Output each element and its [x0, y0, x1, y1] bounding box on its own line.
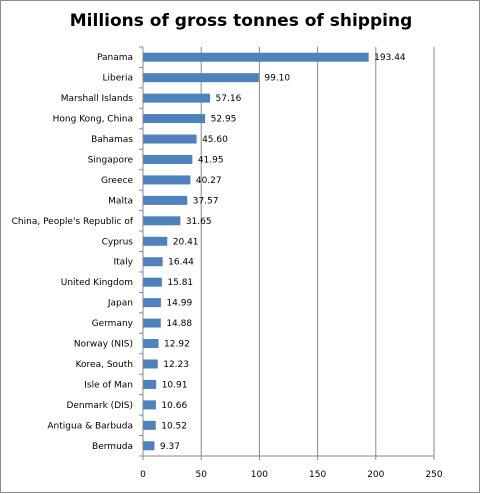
- category-label: China, People's Republic of: [12, 217, 134, 227]
- bars: [143, 52, 369, 451]
- category-label: Greece: [101, 176, 133, 186]
- category-label: Marshall Islands: [61, 94, 134, 104]
- bar: [143, 400, 156, 410]
- bar: [143, 277, 162, 287]
- category-label: Bermuda: [92, 442, 133, 452]
- x-tick-label: 50: [195, 470, 207, 480]
- bar: [143, 216, 181, 226]
- bar: [143, 441, 155, 451]
- category-label: Korea, South: [76, 360, 133, 370]
- x-tick-label: 100: [251, 470, 268, 480]
- value-label: 9.37: [160, 442, 180, 452]
- value-label: 14.88: [166, 319, 192, 329]
- gridlines: [200, 47, 435, 456]
- bar: [143, 73, 259, 83]
- value-label: 10.91: [162, 380, 188, 390]
- value-label: 41.95: [198, 155, 224, 165]
- bar: [143, 339, 159, 349]
- value-label: 10.66: [161, 401, 187, 411]
- value-label: 99.10: [264, 74, 290, 84]
- bar: [143, 195, 188, 205]
- labels: 0 50 100 150 200 250 Panama 193.44 Liberia 99.10 M…: [12, 53, 443, 480]
- value-label: 16.44: [168, 258, 194, 268]
- x-tick-label: 200: [367, 470, 384, 480]
- category-label: Hong Kong, China: [53, 115, 133, 125]
- value-label: 31.65: [186, 217, 212, 227]
- bar: [143, 175, 191, 185]
- x-tick-label: 0: [140, 470, 146, 480]
- category-label: Norway (NIS): [74, 340, 133, 350]
- x-tick-label: 150: [309, 470, 326, 480]
- category-label: Antigua & Barbuda: [47, 421, 133, 431]
- value-label: 12.92: [164, 340, 190, 350]
- value-label: 45.60: [202, 135, 228, 145]
- category-label: Singapore: [88, 155, 134, 165]
- bar: [143, 318, 161, 328]
- value-label: 15.81: [167, 278, 193, 288]
- value-label: 14.99: [166, 299, 192, 309]
- bar: [143, 379, 157, 389]
- value-label: 12.23: [163, 360, 189, 370]
- category-label: Cyprus: [102, 237, 134, 247]
- bar: [143, 298, 161, 308]
- category-label: Isle of Man: [84, 380, 133, 390]
- value-label: 40.27: [196, 176, 222, 186]
- bar: [143, 359, 158, 369]
- category-label: Bahamas: [91, 135, 133, 145]
- chart-title: Millions of gross tonnes of shipping: [69, 11, 413, 31]
- value-label: 37.57: [193, 196, 219, 206]
- bar: [143, 420, 156, 430]
- value-label: 57.16: [216, 94, 242, 104]
- category-label: Germany: [92, 319, 134, 329]
- bar: [143, 236, 168, 246]
- category-label: United Kingdom: [61, 278, 133, 288]
- bar: [143, 257, 163, 267]
- category-label: Denmark (DIS): [66, 401, 133, 411]
- category-label: Malta: [108, 196, 133, 206]
- value-label: 10.52: [161, 421, 187, 431]
- value-label: 20.41: [173, 237, 199, 247]
- value-label: 193.44: [374, 53, 406, 63]
- bar: [143, 93, 211, 103]
- category-label: Japan: [107, 299, 133, 309]
- axes: [139, 46, 435, 460]
- bar: [143, 134, 197, 144]
- x-tick-label: 250: [425, 470, 442, 480]
- category-label: Italy: [113, 258, 133, 268]
- bar: [143, 154, 193, 164]
- value-label: 52.95: [211, 115, 237, 125]
- bar: [143, 114, 206, 124]
- category-label: Panama: [97, 53, 133, 63]
- bar: [143, 52, 369, 62]
- category-label: Liberia: [103, 74, 133, 84]
